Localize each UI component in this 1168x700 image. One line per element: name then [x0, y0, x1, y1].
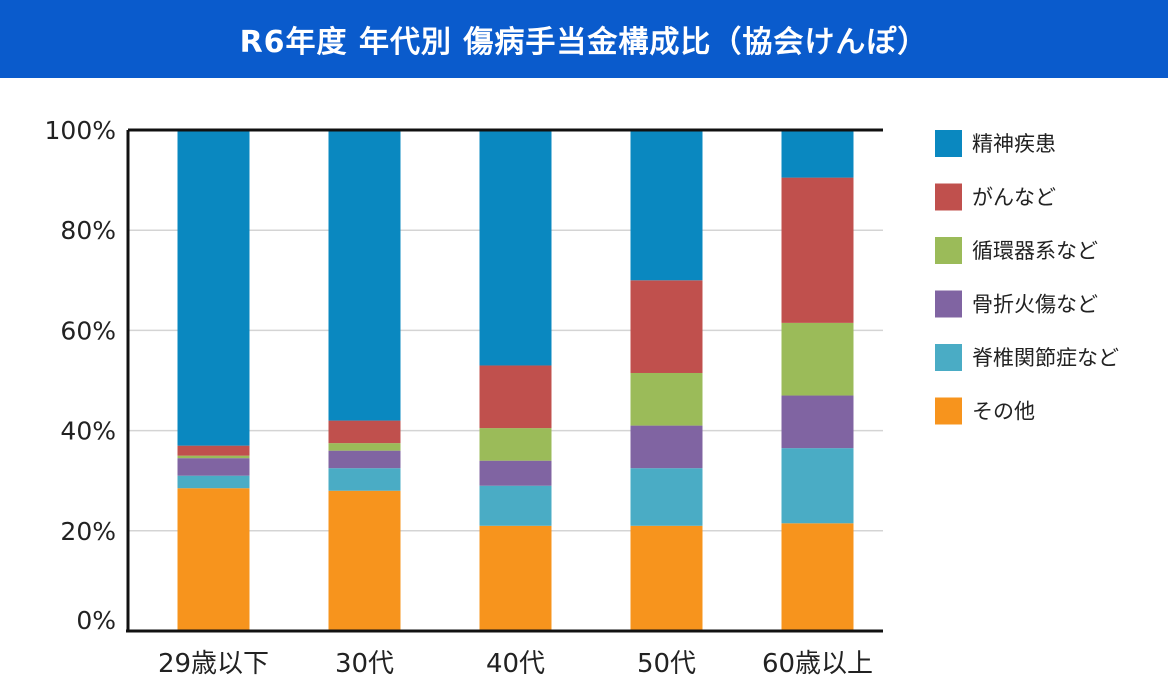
bar-segment: [630, 525, 703, 631]
x-category-label: 40代: [486, 649, 545, 679]
bar-segment: [781, 395, 854, 449]
y-tick-label: 0%: [76, 606, 116, 635]
legend-label: がんなど: [972, 186, 1056, 210]
bar-segment: [630, 372, 703, 426]
legend-swatch: [935, 183, 962, 211]
y-tick-label: 20%: [60, 517, 116, 546]
y-tick-label: 100%: [45, 116, 116, 145]
bar-segment: [177, 475, 250, 489]
bar-segment: [781, 448, 854, 524]
x-category-label: 29歳以下: [158, 649, 269, 679]
legend-swatch: [935, 237, 962, 264]
bar-segment: [479, 485, 552, 526]
bar-segment: [177, 488, 250, 631]
legend-swatch: [935, 130, 962, 157]
legend-label: 脊椎関節症など: [972, 346, 1119, 370]
bar-segment: [781, 322, 854, 396]
bar-segment: [328, 450, 401, 469]
bar-segment: [630, 280, 703, 373]
bar-segment: [479, 365, 552, 429]
bar-segment: [328, 130, 401, 421]
legend-swatch: [935, 290, 962, 318]
bar-segment: [479, 428, 552, 461]
legend-swatch: [935, 397, 962, 425]
bar-segment: [177, 445, 250, 456]
x-category-label: 60歳以上: [762, 649, 873, 679]
legend-label: その他: [972, 400, 1035, 424]
bar-segment: [328, 490, 401, 631]
bar-segment: [479, 130, 552, 366]
legend-label: 循環器系など: [972, 239, 1098, 263]
legend-label: 精神疾患: [972, 132, 1056, 156]
bar-segment: [781, 523, 854, 631]
x-category-label: 30代: [335, 649, 394, 679]
bar-segment: [177, 130, 250, 446]
y-tick-label: 40%: [60, 417, 116, 446]
bar-segment: [479, 460, 552, 486]
bar-segment: [479, 525, 552, 631]
bar-segment: [328, 443, 401, 451]
bar-segment: [328, 420, 401, 444]
bar-segment: [630, 425, 703, 469]
y-tick-label: 80%: [60, 216, 116, 245]
bar-segment: [177, 458, 250, 476]
bar-segment: [177, 455, 250, 459]
bar-segment: [781, 130, 854, 178]
bar-segment: [781, 177, 854, 323]
bar-segment: [328, 468, 401, 491]
bar-segment: [630, 130, 703, 281]
legend-label: 骨折火傷など: [972, 293, 1098, 317]
x-category-label: 50代: [637, 649, 696, 679]
chart-title: R6年度 年代別 傷病手当金構成比（協会けんぽ）: [0, 0, 1168, 78]
bar-segment: [630, 468, 703, 526]
y-tick-label: 60%: [60, 316, 116, 345]
legend-swatch: [935, 344, 962, 371]
